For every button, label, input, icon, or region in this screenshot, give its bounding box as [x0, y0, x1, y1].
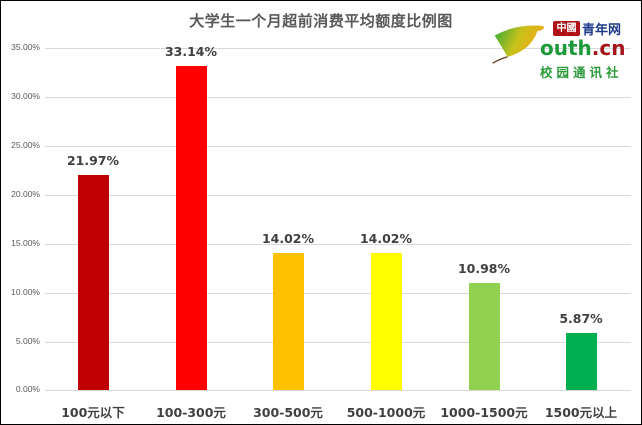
y-tick-label: 5.00% [15, 336, 40, 346]
logo-domain-suffix: .cn [591, 36, 626, 60]
y-tick-label: 0.00% [15, 384, 40, 394]
value-label: 33.14% [164, 44, 218, 60]
chart-title: 大学生一个月超前消费平均额度比例图 [189, 12, 453, 30]
bar-1000-1500 [469, 282, 500, 390]
y-tick-label: 35.00% [11, 42, 40, 52]
logo-domain-main: outh [540, 36, 592, 60]
bar-300-500 [273, 253, 304, 390]
logo-domain: outh.cn [540, 36, 625, 60]
china-badge: 中國 [553, 21, 580, 36]
x-axis-baseline [45, 390, 631, 391]
gridline [45, 195, 631, 196]
value-label: 14.02% [359, 231, 413, 246]
gridline [45, 146, 631, 147]
bar-500-1000 [371, 253, 402, 390]
value-label: 10.98% [457, 260, 511, 276]
value-label: 5.87% [559, 310, 603, 326]
value-label: 14.02% [261, 231, 315, 246]
gridline [45, 293, 631, 294]
bar-1500-above [566, 332, 597, 390]
bar-100-300 [176, 66, 207, 390]
y-tick-label: 30.00% [11, 91, 40, 101]
x-tick-label: 1000-1500元 [440, 405, 528, 420]
x-tick-label: 300-500元 [253, 405, 323, 420]
y-tick-label: 10.00% [11, 287, 40, 297]
gridline [45, 97, 631, 98]
y-tick-label: 25.00% [11, 140, 40, 150]
logo-subtitle: 校园通讯社 [540, 65, 623, 80]
x-tick-label: 500-1000元 [346, 405, 426, 420]
x-tick-label: 100元以下 [61, 405, 125, 420]
y-tick-label: 15.00% [11, 238, 40, 248]
gridline [45, 48, 631, 49]
logo-name: 青年网 [582, 23, 622, 38]
x-tick-label: 100-300元 [156, 405, 226, 420]
gridline [45, 342, 631, 343]
value-label: 21.97% [66, 153, 120, 169]
bar-100-below [78, 175, 109, 390]
ginkgo-leaf-logo-icon [492, 25, 544, 64]
y-tick-label: 20.00% [11, 189, 40, 199]
gridline [45, 244, 631, 245]
x-tick-label: 1500元以上 [544, 405, 618, 420]
